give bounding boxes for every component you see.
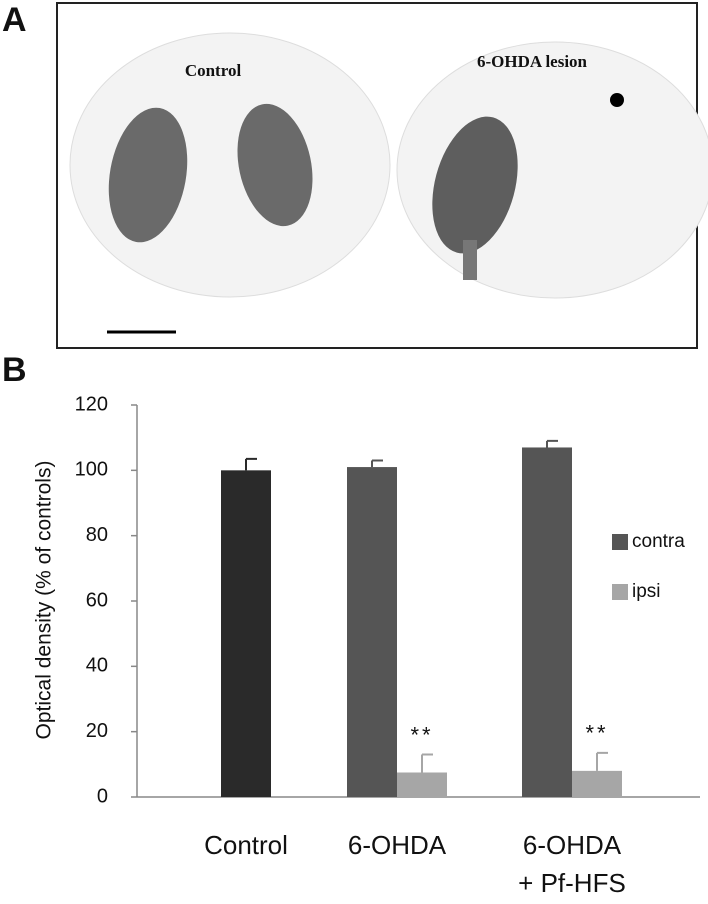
bar <box>221 470 271 797</box>
error-bar <box>596 751 608 771</box>
significance-label: ** <box>585 721 608 746</box>
x-tick-label: Control <box>204 830 288 860</box>
x-tick-label: 6-OHDA <box>348 830 447 860</box>
panel-letter: A <box>2 1 27 39</box>
y-tick-label: 80 <box>86 524 108 546</box>
error-bar <box>245 457 257 471</box>
x-tick-label: + Pf-HFS <box>518 868 626 898</box>
legend-label: ipsi <box>632 581 661 602</box>
y-tick-label: 60 <box>86 589 108 611</box>
y-tick-label: 120 <box>75 393 108 415</box>
error-bar <box>546 439 558 448</box>
y-axis-label: Optical density (% of controls) <box>33 461 56 740</box>
significance-label: ** <box>410 722 433 747</box>
error-bar <box>421 753 433 773</box>
legend-label: contra <box>632 531 685 552</box>
y-tick-label: 100 <box>75 459 108 481</box>
bar <box>397 772 447 797</box>
bar <box>522 447 572 797</box>
y-tick-label: 20 <box>86 720 108 742</box>
y-tick-label: 40 <box>86 655 108 677</box>
x-tick-label: 6-OHDA <box>523 830 622 860</box>
y-tick-label: 0 <box>97 785 108 807</box>
error-bar <box>371 459 383 468</box>
panel-letter: B <box>2 351 27 389</box>
bar <box>347 467 397 797</box>
legend-swatch <box>612 534 628 550</box>
brain-image <box>69 32 708 334</box>
image-label: Control <box>185 61 242 80</box>
bar <box>572 770 622 797</box>
legend-swatch <box>612 584 628 600</box>
image-label: 6-OHDA lesion <box>477 52 588 71</box>
